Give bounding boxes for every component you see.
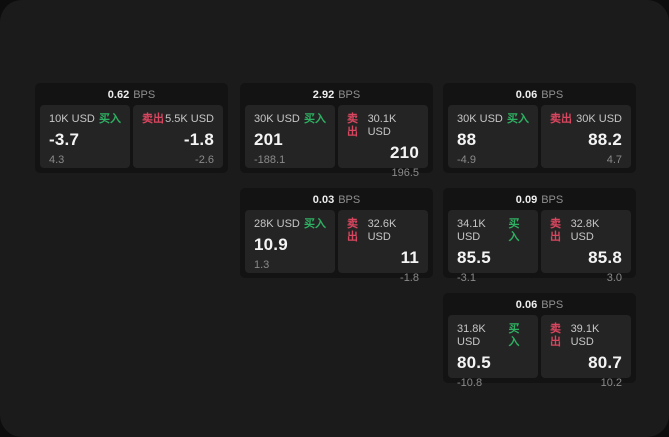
quote-card: 0.09 BPS 34.1K USD 买入 85.5 -3.1 卖出 32.8K… <box>443 188 636 284</box>
sell-amount: 32.8K USD <box>570 218 600 243</box>
bps-value: 0.03 <box>312 194 335 206</box>
sell-delta: -1.8 <box>400 272 419 284</box>
buy-side-label: 买入 <box>507 113 529 125</box>
sell-price: -1.8 <box>183 130 214 149</box>
bps-unit-label: BPS <box>541 194 564 206</box>
buy-delta: -4.9 <box>457 154 476 166</box>
buy-side-label: 买入 <box>99 113 121 125</box>
buy-price: -3.7 <box>49 130 80 149</box>
sell-amount: 30K USD <box>576 113 622 125</box>
buy-panel[interactable]: 28K USD 买入 10.9 1.3 <box>245 210 335 273</box>
buy-delta: 1.3 <box>254 259 270 271</box>
bps-header: 0.09 BPS <box>443 188 636 210</box>
buy-delta: -188.1 <box>254 154 286 166</box>
sell-price: 80.7 <box>588 353 622 372</box>
quote-card: 0.06 BPS 30K USD 买入 88 -4.9 卖出 30K USD 8… <box>443 83 636 173</box>
sell-delta: 4.7 <box>606 154 622 166</box>
buy-amount: 30K USD <box>457 113 503 125</box>
sell-delta: 3.0 <box>606 272 622 284</box>
buy-amount: 34.1K USD <box>457 218 486 243</box>
buy-panel[interactable]: 10K USD 买入 -3.7 4.3 <box>40 105 130 168</box>
bps-header: 0.62 BPS <box>35 83 228 105</box>
sell-amount: 32.6K USD <box>367 218 397 243</box>
sell-side-label: 卖出 <box>550 218 561 243</box>
sell-side-label: 卖出 <box>550 113 572 125</box>
sell-side-label: 卖出 <box>142 113 164 125</box>
buy-side-label: 买入 <box>508 323 520 348</box>
sell-side-label: 卖出 <box>347 218 358 243</box>
bps-value: 0.06 <box>515 89 538 101</box>
bps-header: 0.06 BPS <box>443 83 636 105</box>
sell-panel[interactable]: 卖出 32.6K USD 11 -1.8 <box>338 210 428 284</box>
bps-value: 0.62 <box>107 89 130 101</box>
sell-panel[interactable]: 卖出 5.5K USD -1.8 -2.6 <box>133 105 223 168</box>
buy-price: 88 <box>457 130 477 149</box>
buy-amount: 30K USD <box>254 113 300 125</box>
buy-delta: 4.3 <box>49 154 65 166</box>
buy-side-label: 买入 <box>304 113 326 125</box>
sell-amount: 39.1K USD <box>570 323 600 348</box>
buy-delta: -3.1 <box>457 272 476 284</box>
buy-amount: 28K USD <box>254 218 300 230</box>
buy-panel[interactable]: 31.8K USD 买入 80.5 -10.8 <box>448 315 538 389</box>
sell-delta: -2.6 <box>195 154 214 166</box>
buy-panel[interactable]: 30K USD 买入 88 -4.9 <box>448 105 538 168</box>
bps-value: 0.06 <box>515 299 538 311</box>
bps-unit-label: BPS <box>338 89 361 101</box>
bps-value: 0.09 <box>515 194 538 206</box>
bps-unit-label: BPS <box>338 194 361 206</box>
buy-delta: -10.8 <box>457 377 483 389</box>
buy-price: 85.5 <box>457 248 491 267</box>
buy-price: 80.5 <box>457 353 491 372</box>
quote-card: 2.92 BPS 30K USD 买入 201 -188.1 卖出 30.1K … <box>240 83 433 179</box>
sell-delta: 10.2 <box>600 377 622 389</box>
sell-side-label: 卖出 <box>550 323 561 348</box>
bps-unit-label: BPS <box>133 89 156 101</box>
buy-price: 201 <box>254 130 283 149</box>
sell-price: 88.2 <box>588 130 622 149</box>
bps-header: 0.03 BPS <box>240 188 433 210</box>
buy-panel[interactable]: 34.1K USD 买入 85.5 -3.1 <box>448 210 538 284</box>
bps-header: 2.92 BPS <box>240 83 433 105</box>
quote-card: 0.06 BPS 31.8K USD 买入 80.5 -10.8 卖出 39.1… <box>443 293 636 389</box>
sell-panel[interactable]: 卖出 32.8K USD 85.8 3.0 <box>541 210 631 284</box>
sell-delta: 196.5 <box>391 167 419 179</box>
sell-panel[interactable]: 卖出 30K USD 88.2 4.7 <box>541 105 631 168</box>
buy-price: 10.9 <box>254 235 288 254</box>
sell-panel[interactable]: 卖出 30.1K USD 210 196.5 <box>338 105 428 179</box>
quote-card: 0.03 BPS 28K USD 买入 10.9 1.3 卖出 32.6K US… <box>240 188 433 284</box>
sell-price: 85.8 <box>588 248 622 267</box>
bps-unit-label: BPS <box>541 89 564 101</box>
sell-amount: 30.1K USD <box>367 113 397 138</box>
bps-unit-label: BPS <box>541 299 564 311</box>
buy-amount: 31.8K USD <box>457 323 486 348</box>
buy-panel[interactable]: 30K USD 买入 201 -188.1 <box>245 105 335 168</box>
sell-price: 11 <box>400 248 419 267</box>
buy-amount: 10K USD <box>49 113 95 125</box>
buy-side-label: 买入 <box>508 218 520 243</box>
sell-side-label: 卖出 <box>347 113 358 138</box>
bps-value: 2.92 <box>312 89 335 101</box>
sell-price: 210 <box>390 143 419 162</box>
bps-header: 0.06 BPS <box>443 293 636 315</box>
sell-panel[interactable]: 卖出 39.1K USD 80.7 10.2 <box>541 315 631 389</box>
quote-card: 0.62 BPS 10K USD 买入 -3.7 4.3 卖出 5.5K USD… <box>35 83 228 173</box>
sell-amount: 5.5K USD <box>165 113 214 125</box>
buy-side-label: 买入 <box>304 218 326 230</box>
